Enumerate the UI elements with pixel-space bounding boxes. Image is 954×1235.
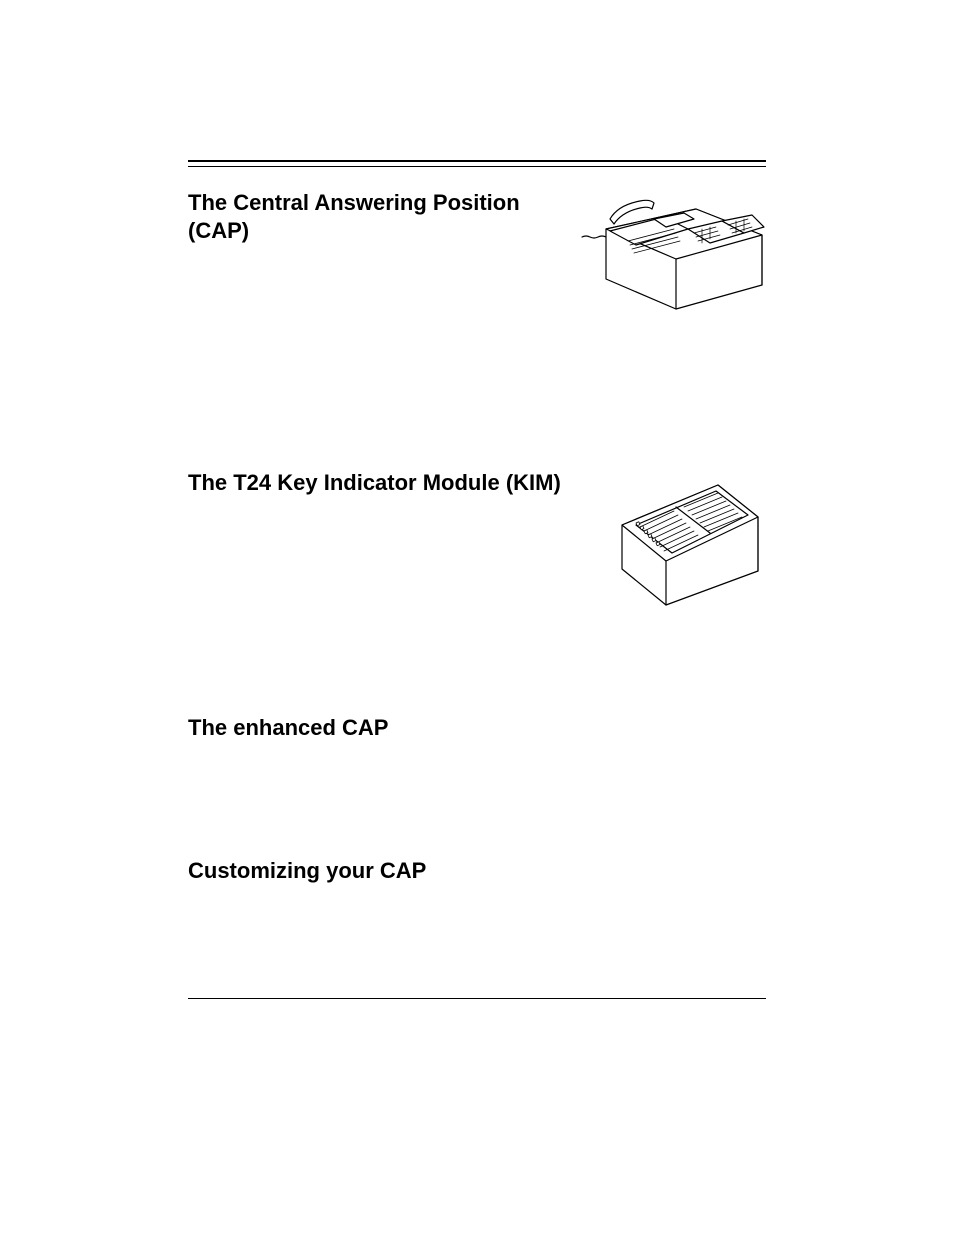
spacer bbox=[188, 614, 766, 714]
page: The Central Answering Position (CAP) bbox=[0, 0, 954, 1235]
top-double-rule bbox=[188, 160, 766, 167]
bottom-rule-container bbox=[188, 998, 766, 1000]
spacer bbox=[188, 742, 766, 857]
section-kim: The T24 Key Indicator Module (KIM) bbox=[188, 469, 766, 614]
illustration-kim bbox=[576, 469, 766, 614]
spacer bbox=[188, 324, 766, 469]
section-enhanced-cap: The enhanced CAP bbox=[188, 714, 766, 742]
bottom-rule bbox=[188, 998, 766, 1000]
phone-with-modules-icon bbox=[576, 189, 766, 319]
illustration-cap bbox=[576, 189, 766, 324]
heading-enhanced-cap: The enhanced CAP bbox=[188, 714, 766, 742]
section-cap: The Central Answering Position (CAP) bbox=[188, 189, 766, 324]
heading-cap: The Central Answering Position (CAP) bbox=[188, 189, 576, 244]
section-customizing-cap: Customizing your CAP bbox=[188, 857, 766, 885]
key-module-icon bbox=[606, 469, 766, 609]
heading-kim: The T24 Key Indicator Module (KIM) bbox=[188, 469, 576, 497]
heading-customizing-cap: Customizing your CAP bbox=[188, 857, 766, 885]
